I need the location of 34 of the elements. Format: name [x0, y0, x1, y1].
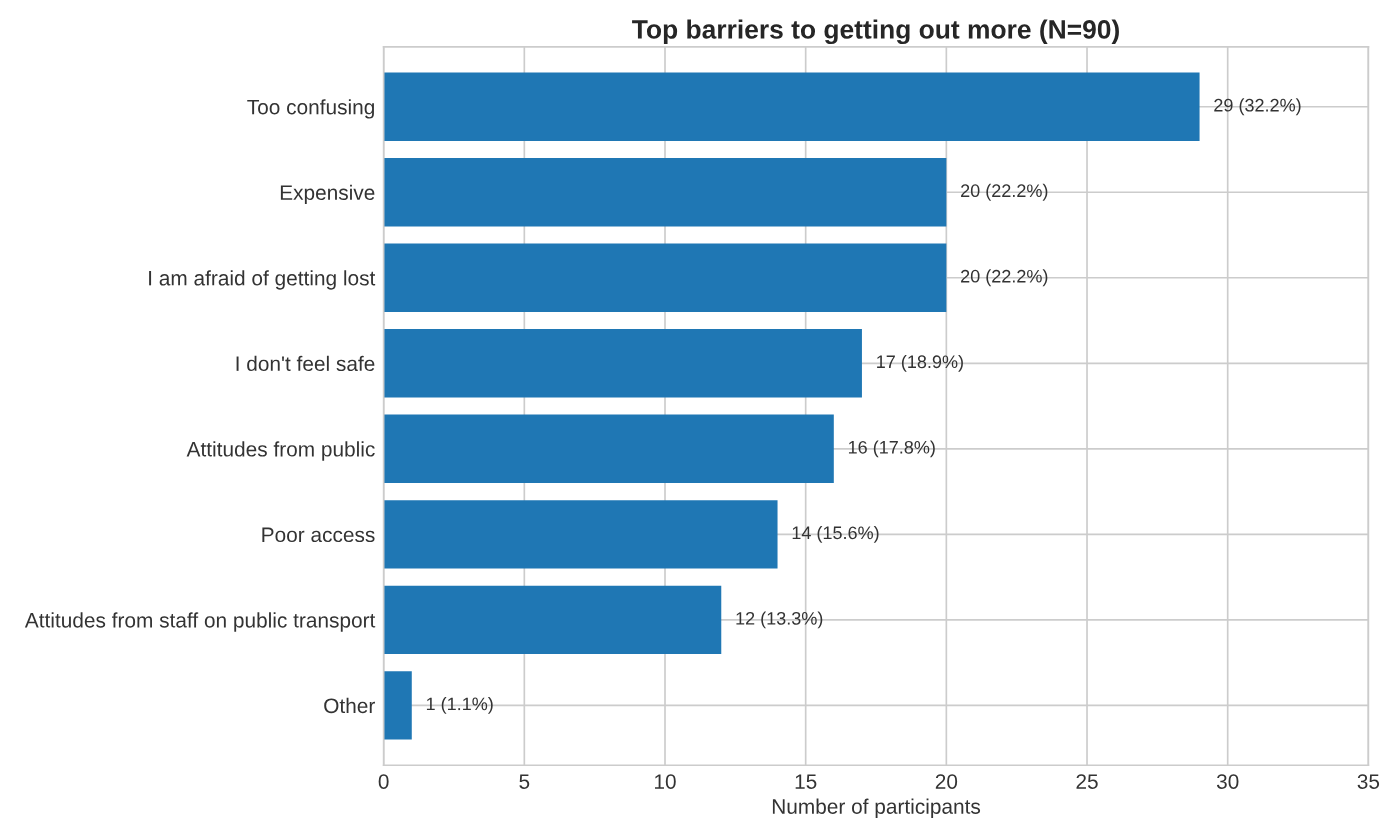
x-tick-label: 5	[519, 774, 530, 789]
y-tick-label: Poor access	[262, 527, 375, 543]
data-label: 16 (17.8%)	[848, 440, 935, 458]
y-tick-label: Too confusing	[247, 99, 374, 119]
data-label: 14 (15.6%)	[792, 525, 879, 543]
y-tick-label: I am afraid of getting lost	[149, 270, 376, 290]
bar	[383, 243, 947, 312]
bar	[383, 500, 778, 569]
x-axis-title: Number of participants	[772, 798, 981, 819]
bar	[383, 158, 947, 227]
x-tick-label: 30	[1216, 774, 1239, 789]
bar	[383, 585, 722, 655]
x-tick-label: 0	[378, 774, 389, 789]
bar	[383, 414, 834, 484]
y-tick-label: Expensive	[280, 184, 375, 205]
x-tick-label: 35	[1357, 774, 1380, 789]
y-tick-label: Attitudes from public	[186, 441, 375, 461]
x-tick-label: 15	[795, 774, 817, 789]
x-tick-label: 20	[935, 774, 958, 789]
chart-title: Top barriers to getting out more (N=90)	[632, 19, 1119, 45]
data-label: 20 (22.2%)	[961, 269, 1048, 287]
x-tick-label: 25	[1076, 774, 1098, 789]
y-tick-label: I don't feel safe	[236, 355, 375, 372]
data-label: 17 (18.9%)	[877, 354, 963, 372]
bar	[383, 72, 1200, 141]
x-tick-label: 10	[655, 774, 676, 789]
data-label: 1 (1.1%)	[426, 697, 493, 714]
bar	[383, 329, 862, 398]
data-label: 12 (13.3%)	[736, 611, 823, 629]
data-label: 29 (32.2%)	[1214, 98, 1301, 116]
y-tick-label: Other	[324, 697, 375, 714]
y-tick-label: Attitudes from staff on public transport	[24, 612, 376, 632]
data-label: 20 (22.2%)	[961, 183, 1048, 201]
bar	[383, 671, 412, 740]
